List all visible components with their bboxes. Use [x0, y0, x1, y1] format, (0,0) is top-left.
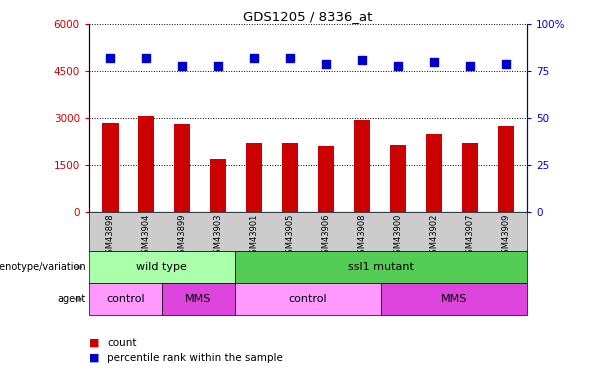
Text: genotype/variation: genotype/variation	[0, 262, 86, 272]
Text: GSM43905: GSM43905	[286, 214, 295, 259]
Bar	[381, 283, 527, 315]
Point	[393, 63, 403, 69]
Text: MMS: MMS	[185, 294, 211, 304]
Point	[501, 61, 511, 67]
Text: GSM43903: GSM43903	[214, 214, 223, 260]
Bar	[390, 145, 406, 212]
Bar	[462, 143, 478, 212]
Point	[142, 55, 151, 61]
Text: ssl1 mutant: ssl1 mutant	[348, 262, 414, 272]
Text: GSM43908: GSM43908	[357, 214, 367, 260]
Bar	[354, 120, 370, 212]
Point	[357, 57, 367, 63]
Text: ■: ■	[89, 353, 99, 363]
Text: GSM43901: GSM43901	[249, 214, 259, 259]
Bar	[425, 134, 442, 212]
Point	[321, 61, 331, 67]
Title: GDS1205 / 8336_at: GDS1205 / 8336_at	[243, 10, 373, 23]
Bar	[174, 124, 191, 212]
Text: count: count	[107, 338, 137, 348]
Bar	[89, 283, 162, 315]
Point	[465, 63, 474, 69]
Text: GSM43906: GSM43906	[321, 214, 330, 260]
Text: wild type: wild type	[137, 262, 188, 272]
Text: GSM43909: GSM43909	[501, 214, 510, 259]
Text: control: control	[106, 294, 145, 304]
Point	[105, 55, 115, 61]
Point	[429, 59, 439, 65]
Bar	[210, 159, 226, 212]
Point	[213, 63, 223, 69]
Text: agent: agent	[58, 294, 86, 304]
Bar	[246, 143, 262, 212]
Text: percentile rank within the sample: percentile rank within the sample	[107, 353, 283, 363]
Text: MMS: MMS	[441, 294, 467, 304]
Bar	[235, 251, 527, 283]
Bar	[89, 251, 235, 283]
Text: ■: ■	[89, 338, 99, 348]
Bar	[318, 146, 334, 212]
Point	[285, 55, 295, 61]
Text: control: control	[289, 294, 327, 304]
Text: GSM43898: GSM43898	[106, 214, 115, 260]
Text: GSM43900: GSM43900	[394, 214, 402, 259]
Bar	[498, 126, 514, 212]
Text: GSM43902: GSM43902	[429, 214, 438, 259]
Text: GSM43899: GSM43899	[178, 214, 187, 260]
Point	[249, 55, 259, 61]
Bar	[139, 116, 154, 212]
Text: GSM43904: GSM43904	[142, 214, 151, 259]
Bar	[282, 143, 298, 212]
Point	[177, 63, 187, 69]
Bar	[162, 283, 235, 315]
Bar	[235, 283, 381, 315]
Text: GSM43907: GSM43907	[465, 214, 474, 260]
Bar	[102, 123, 118, 212]
